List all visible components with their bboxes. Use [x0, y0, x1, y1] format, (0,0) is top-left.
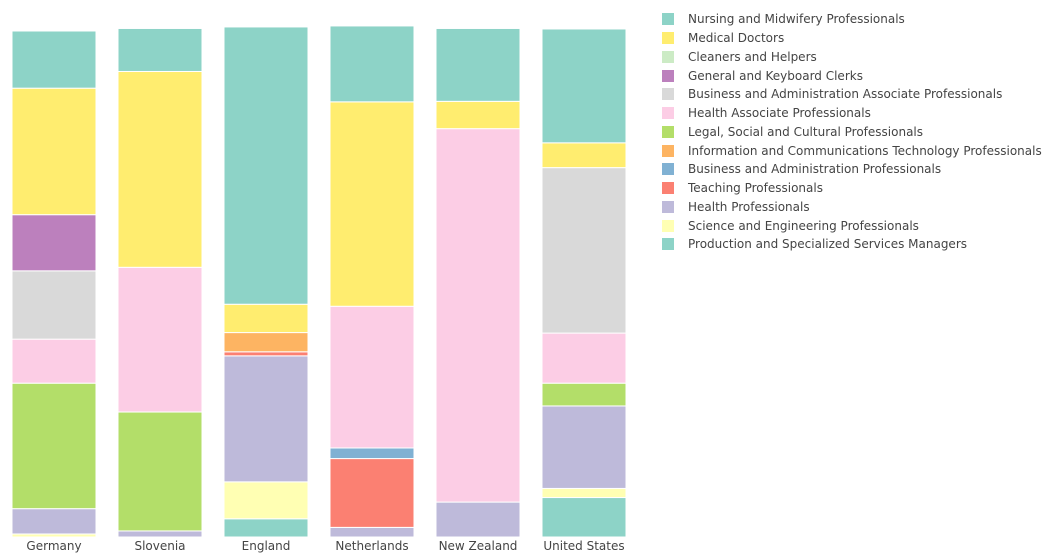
- legend-swatch: [662, 13, 674, 26]
- legend-label: Health Professionals: [688, 199, 810, 214]
- bar-segment[interactable]: [541, 332, 627, 384]
- bar-segment[interactable]: [11, 382, 97, 510]
- legend-item[interactable]: Information and Communications Technolog…: [662, 141, 1042, 160]
- legend-item[interactable]: Business and Administration Professional…: [662, 160, 1042, 179]
- bar-segment[interactable]: [11, 338, 97, 384]
- x-tick-label: New Zealand: [439, 539, 518, 553]
- bar-segment[interactable]: [541, 497, 627, 538]
- legend-item[interactable]: Medical Doctors: [662, 29, 1042, 48]
- legend-label: General and Keyboard Clerks: [688, 68, 863, 83]
- legend-item[interactable]: Nursing and Midwifery Professionals: [662, 10, 1042, 29]
- bar-segment[interactable]: [541, 487, 627, 499]
- legend-swatch: [662, 125, 674, 138]
- legend-swatch: [662, 69, 674, 82]
- bar-segment[interactable]: [435, 27, 521, 102]
- bar-segment[interactable]: [329, 526, 415, 538]
- bar-segment[interactable]: [117, 266, 203, 413]
- bar-germany: [11, 30, 97, 538]
- bar-segment[interactable]: [223, 351, 309, 357]
- legend-swatch: [662, 182, 674, 195]
- bar-segment[interactable]: [223, 332, 309, 353]
- bar-segment[interactable]: [117, 27, 203, 72]
- bar-segment[interactable]: [117, 530, 203, 538]
- bar-segment[interactable]: [435, 100, 521, 130]
- legend-item[interactable]: General and Keyboard Clerks: [662, 66, 1042, 85]
- legend-item[interactable]: Health Associate Professionals: [662, 104, 1042, 123]
- x-tick-label: Germany: [26, 539, 81, 553]
- bar-segment[interactable]: [11, 214, 97, 272]
- legend-item[interactable]: Science and Engineering Professionals: [662, 216, 1042, 235]
- legend-label: Cleaners and Helpers: [688, 49, 817, 64]
- bar-segment[interactable]: [223, 518, 309, 538]
- bar-segment[interactable]: [541, 382, 627, 407]
- legend-label: Nursing and Midwifery Professionals: [688, 12, 905, 27]
- bar-segment[interactable]: [541, 142, 627, 169]
- legend-item[interactable]: Teaching Professionals: [662, 179, 1042, 198]
- legend-label: Production and Specialized Services Mana…: [688, 237, 967, 252]
- legend-label: Health Associate Professionals: [688, 106, 871, 121]
- bar-segment[interactable]: [117, 70, 203, 268]
- bar-segment[interactable]: [541, 405, 627, 489]
- legend-item[interactable]: Cleaners and Helpers: [662, 48, 1042, 67]
- bar-segment[interactable]: [435, 128, 521, 503]
- legend-swatch: [662, 200, 674, 213]
- legend-label: Science and Engineering Professionals: [688, 218, 919, 233]
- bar-united-states: [541, 28, 627, 538]
- bar-segment[interactable]: [329, 25, 415, 103]
- x-tick-label: Slovenia: [134, 539, 185, 553]
- legend-label: Legal, Social and Cultural Professionals: [688, 124, 924, 139]
- legend-label: Business and Administration Associate Pr…: [688, 87, 1003, 102]
- legend-swatch: [662, 32, 674, 45]
- bar-segment[interactable]: [223, 303, 309, 334]
- legend-swatch: [662, 107, 674, 120]
- bar-segment[interactable]: [223, 481, 309, 520]
- bar-segment[interactable]: [541, 167, 627, 334]
- legend-item[interactable]: Business and Administration Associate Pr…: [662, 85, 1042, 104]
- x-tick-label: Netherlands: [335, 539, 408, 553]
- bar-segment[interactable]: [329, 101, 415, 307]
- legend-label: Information and Communications Technolog…: [688, 143, 1042, 158]
- bar-segment[interactable]: [329, 447, 415, 460]
- bar-slovenia: [117, 27, 203, 538]
- bar-segment[interactable]: [541, 28, 627, 144]
- bar-segment[interactable]: [11, 87, 97, 216]
- legend-swatch: [662, 238, 674, 251]
- legend-swatch: [662, 88, 674, 101]
- legend-swatch: [662, 50, 674, 63]
- bar-netherlands: [329, 25, 415, 538]
- legend-item[interactable]: Production and Specialized Services Mana…: [662, 235, 1042, 254]
- bar-segment[interactable]: [223, 26, 309, 305]
- x-tick-label: England: [242, 539, 291, 553]
- bar-segment[interactable]: [11, 508, 97, 535]
- legend: Nursing and Midwifery Professionals Medic…: [662, 10, 1042, 254]
- bar-segment[interactable]: [11, 270, 97, 340]
- legend-item[interactable]: Legal, Social and Cultural Professionals: [662, 123, 1042, 142]
- legend-label: Teaching Professionals: [688, 181, 823, 196]
- legend-label: Business and Administration Professional…: [688, 162, 942, 177]
- bar-segment[interactable]: [117, 411, 203, 532]
- legend-swatch: [662, 144, 674, 157]
- legend-swatch: [662, 219, 674, 232]
- legend-label: Medical Doctors: [688, 31, 785, 46]
- legend-swatch: [662, 163, 674, 176]
- bar-england: [223, 26, 309, 538]
- bar-segment[interactable]: [435, 501, 521, 538]
- bar-segment[interactable]: [329, 305, 415, 449]
- x-tick-label: United States: [543, 539, 624, 553]
- bar-new-zealand: [435, 27, 521, 538]
- bar-segment[interactable]: [329, 458, 415, 528]
- bar-segment[interactable]: [223, 355, 309, 483]
- legend-item[interactable]: Health Professionals: [662, 198, 1042, 217]
- bar-segment[interactable]: [11, 30, 97, 89]
